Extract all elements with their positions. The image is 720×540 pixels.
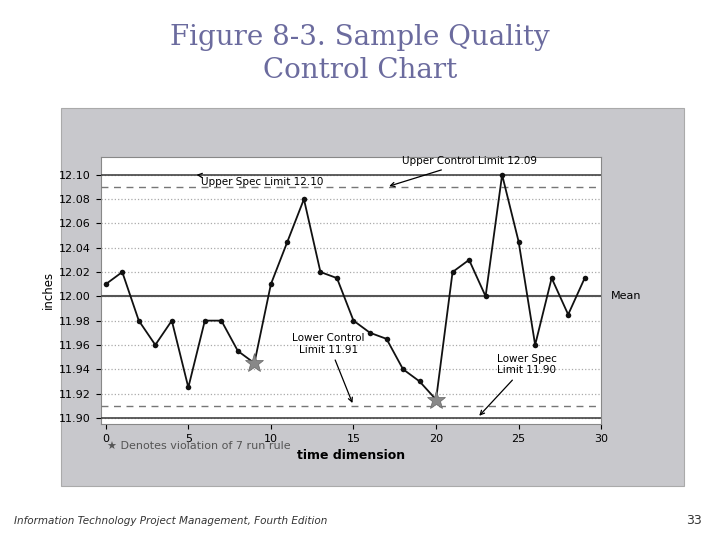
Text: Lower Spec
Limit 11.90: Lower Spec Limit 11.90 [480,354,557,415]
Text: Control Chart: Control Chart [263,57,457,84]
Y-axis label: inches: inches [42,271,55,309]
Text: Lower Control
Limit 11.91: Lower Control Limit 11.91 [292,333,365,402]
Text: ★ Denotes violation of 7 run rule: ★ Denotes violation of 7 run rule [107,441,290,451]
Text: Upper Spec Limit 12.10: Upper Spec Limit 12.10 [198,173,324,187]
Text: 33: 33 [686,514,702,526]
Text: Figure 8-3. Sample Quality: Figure 8-3. Sample Quality [170,24,550,51]
Text: Information Technology Project Management, Fourth Edition: Information Technology Project Managemen… [14,516,328,526]
X-axis label: time dimension: time dimension [297,449,405,462]
Text: Upper Control Limit 12.09: Upper Control Limit 12.09 [390,156,536,186]
Text: Mean: Mean [611,291,642,301]
